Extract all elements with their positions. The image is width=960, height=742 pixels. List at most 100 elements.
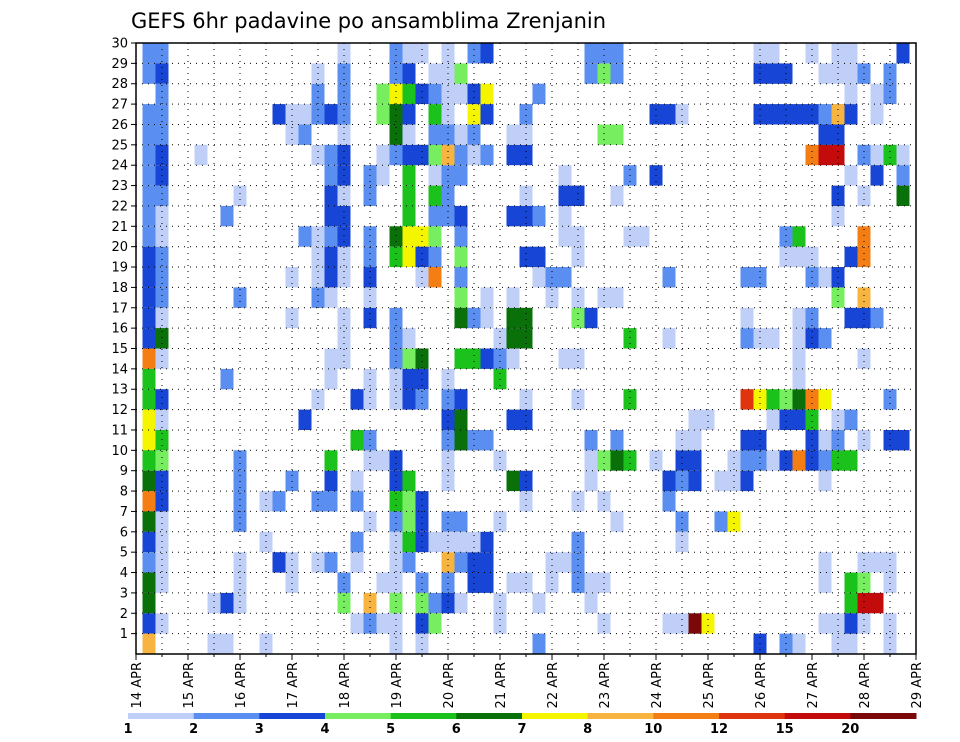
heatmap-cell (857, 552, 871, 573)
heatmap-cells (142, 43, 910, 654)
heatmap-cell (324, 491, 338, 512)
x-tick-label: 25 APR (702, 662, 717, 708)
heatmap-cell (454, 246, 468, 268)
heatmap-cell (506, 470, 520, 492)
heatmap-cell (532, 633, 546, 654)
heatmap-cell (428, 83, 442, 105)
heatmap-cell (805, 409, 819, 430)
y-tick-label: 21 (111, 220, 128, 235)
heatmap-cell (155, 144, 169, 166)
heatmap-cell (454, 226, 468, 247)
x-tick-label: 22 APR (546, 662, 561, 708)
heatmap-cell (155, 450, 169, 471)
heatmap-cell (792, 409, 806, 430)
heatmap-cell (818, 572, 832, 593)
heatmap-cell (792, 348, 806, 369)
heatmap-cell (779, 226, 793, 247)
legend-swatch (325, 713, 392, 719)
heatmap-cell (753, 430, 767, 451)
heatmap-cell (545, 552, 559, 573)
heatmap-cell (298, 124, 312, 145)
heatmap-cell (142, 389, 156, 410)
heatmap-cell (233, 511, 247, 532)
heatmap-cell (519, 389, 533, 410)
heatmap-cell (870, 104, 884, 125)
heatmap-cell (142, 246, 156, 268)
heatmap-cell (831, 43, 845, 64)
heatmap-cell (532, 267, 546, 288)
heatmap-cell (142, 633, 156, 654)
heatmap-cell (467, 83, 481, 105)
heatmap-cell (883, 144, 897, 166)
heatmap-cell (766, 328, 780, 349)
heatmap-cell (493, 613, 507, 634)
heatmap-cell (337, 572, 351, 593)
heatmap-cell (337, 348, 351, 369)
heatmap-cell (467, 124, 481, 145)
heatmap-cell (688, 450, 702, 471)
heatmap-cell (454, 531, 468, 553)
heatmap-cell (428, 205, 442, 227)
heatmap-cell (870, 552, 884, 573)
heatmap-cell (441, 144, 455, 166)
heatmap-cell (402, 165, 416, 186)
heatmap-cell (688, 613, 702, 634)
heatmap-cell (311, 287, 325, 308)
heatmap-cell (844, 450, 858, 471)
x-tick-label: 23 APR (598, 662, 613, 708)
heatmap-cell (792, 307, 806, 329)
y-tick-label: 18 (111, 281, 128, 296)
heatmap-cell (233, 552, 247, 573)
heatmap-cell (831, 205, 845, 227)
y-tick-label: 6 (120, 525, 128, 540)
heatmap-cell (454, 287, 468, 308)
heatmap-cell (233, 450, 247, 471)
heatmap-cell (467, 144, 481, 166)
x-tick-label: 16 APR (234, 662, 249, 708)
heatmap-cell (233, 470, 247, 492)
heatmap-cell (688, 430, 702, 451)
heatmap-cell (220, 592, 234, 614)
heatmap-cell (337, 592, 351, 614)
heatmap-cell (389, 43, 403, 64)
heatmap-cell (805, 389, 819, 410)
heatmap-cell (584, 43, 598, 64)
heatmap-cell (558, 267, 572, 288)
heatmap-cell (844, 633, 858, 654)
heatmap-cell (558, 205, 572, 227)
heatmap-cell (870, 307, 884, 329)
heatmap-cell (337, 307, 351, 329)
heatmap-cell (493, 450, 507, 471)
heatmap-cell (857, 592, 871, 614)
heatmap-cell (389, 246, 403, 268)
heatmap-cell (883, 552, 897, 573)
heatmap-cell (597, 613, 611, 634)
heatmap-cell (441, 430, 455, 451)
heatmap-cell (389, 348, 403, 369)
heatmap-cell (883, 572, 897, 593)
heatmap-cell (766, 409, 780, 430)
heatmap-cell (870, 592, 884, 614)
heatmap-cell (571, 491, 585, 512)
heatmap-cell (610, 43, 624, 64)
heatmap-cell (688, 470, 702, 492)
heatmap-cell (272, 552, 286, 573)
heatmap-cell (402, 63, 416, 84)
heatmap-cell (155, 246, 169, 268)
heatmap-cell (740, 450, 754, 471)
heatmap-cell (649, 104, 663, 125)
heatmap-cell (441, 592, 455, 614)
heatmap-cell (155, 389, 169, 410)
heatmap-cell (610, 63, 624, 84)
heatmap-cell (480, 83, 494, 105)
heatmap-cell (584, 592, 598, 614)
heatmap-cell (142, 450, 156, 471)
heatmap-cell (597, 491, 611, 512)
heatmap-cell (571, 389, 585, 410)
heatmap-cell (350, 389, 364, 410)
heatmap-cell (610, 450, 624, 471)
heatmap-cell (376, 165, 390, 186)
heatmap-cell (714, 511, 728, 532)
x-tick-label: 29 APR (910, 662, 925, 708)
